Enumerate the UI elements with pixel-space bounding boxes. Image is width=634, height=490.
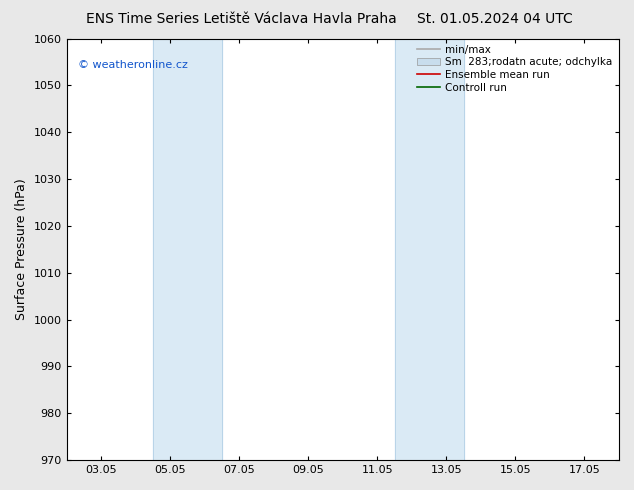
Bar bbox=[153, 39, 222, 460]
Text: St. 01.05.2024 04 UTC: St. 01.05.2024 04 UTC bbox=[417, 12, 573, 26]
Legend: min/max, Sm  283;rodatn acute; odchylka, Ensemble mean run, Controll run: min/max, Sm 283;rodatn acute; odchylka, … bbox=[414, 42, 616, 96]
Text: ENS Time Series Letiště Václava Havla Praha: ENS Time Series Letiště Václava Havla Pr… bbox=[86, 12, 396, 26]
Text: © weatheronline.cz: © weatheronline.cz bbox=[77, 60, 188, 70]
Bar bbox=[394, 39, 463, 460]
Y-axis label: Surface Pressure (hPa): Surface Pressure (hPa) bbox=[15, 178, 28, 320]
